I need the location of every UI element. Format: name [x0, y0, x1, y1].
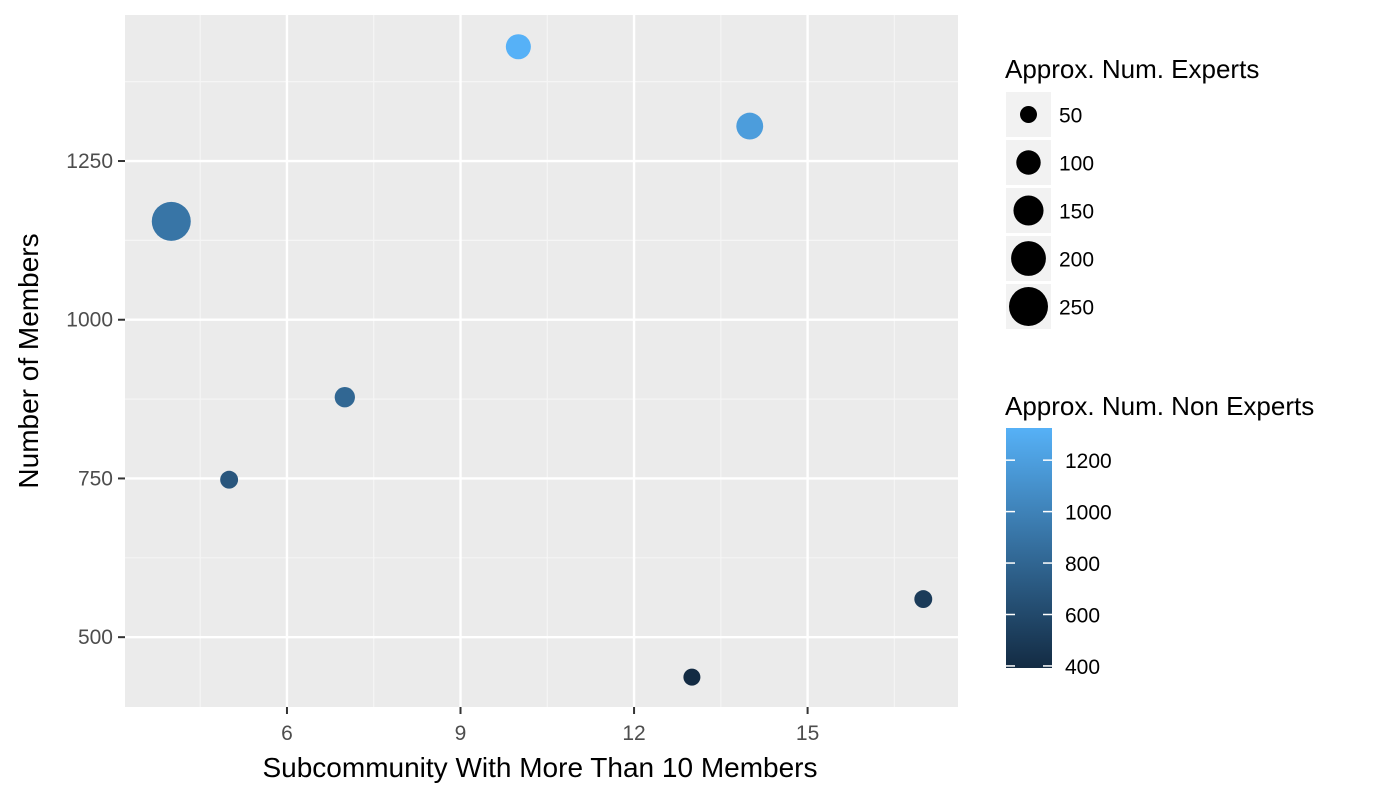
- axes: 6 9 12 15 500 750 1000 1250: [66, 150, 819, 745]
- size-legend: Approx. Num. Experts 50 100 150 200 250: [1005, 54, 1259, 329]
- color-legend-label: 1000: [1065, 502, 1112, 525]
- y-tick-label: 1250: [66, 150, 113, 173]
- data-point: [683, 668, 701, 686]
- panel-background: [125, 15, 958, 707]
- y-axis-label: Number of Members: [13, 233, 44, 488]
- color-legend-label: 600: [1065, 604, 1100, 627]
- x-tick-label: 12: [622, 722, 645, 745]
- size-legend-label: 50: [1059, 105, 1082, 128]
- size-legend-label: 200: [1059, 249, 1094, 272]
- color-legend: Approx. Num. Non Experts 400 600 800 1000 12…: [1005, 391, 1314, 679]
- y-tick-label: 500: [78, 626, 113, 649]
- color-legend-label: 800: [1065, 553, 1100, 576]
- size-legend-title: Approx. Num. Experts: [1005, 54, 1259, 84]
- data-point: [736, 112, 764, 140]
- size-legend-label: 100: [1059, 153, 1094, 176]
- size-legend-symbol: [1013, 195, 1044, 226]
- y-tick-label: 750: [78, 467, 113, 490]
- data-point: [914, 590, 933, 609]
- x-axis-label: Subcommunity With More Than 10 Members: [262, 752, 817, 783]
- x-tick-label: 6: [281, 722, 293, 745]
- size-legend-symbol: [1011, 241, 1046, 276]
- plot-panel: [125, 15, 958, 707]
- size-legend-label: 150: [1059, 201, 1094, 224]
- size-legend-symbol: [1020, 106, 1037, 123]
- data-points: [151, 34, 933, 686]
- size-legend-symbol: [1009, 287, 1048, 326]
- data-point: [505, 34, 531, 60]
- data-point: [220, 470, 239, 489]
- size-legend-symbol: [1016, 150, 1041, 175]
- color-legend-label: 1200: [1065, 450, 1112, 473]
- x-tick-label: 9: [455, 722, 467, 745]
- color-legend-label: 400: [1065, 656, 1100, 679]
- data-point: [151, 201, 191, 241]
- data-point: [334, 387, 355, 408]
- x-tick-label: 15: [796, 722, 819, 745]
- size-legend-label: 250: [1059, 297, 1094, 320]
- color-legend-title: Approx. Num. Non Experts: [1005, 391, 1314, 421]
- color-legend-bar: [1006, 428, 1052, 668]
- y-tick-label: 1000: [66, 309, 113, 332]
